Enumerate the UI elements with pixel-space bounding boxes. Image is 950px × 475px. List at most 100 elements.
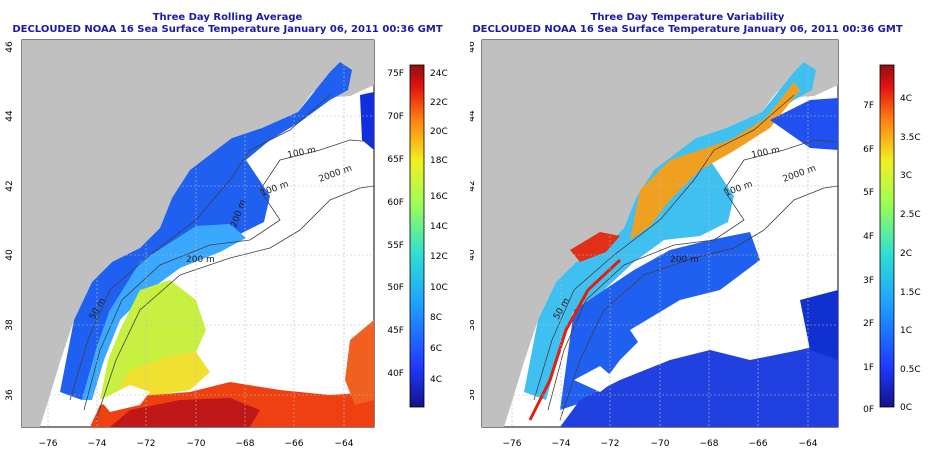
left-cb-c-5: 14C	[430, 222, 448, 232]
left-title-line1: Three Day Rolling Average	[152, 12, 303, 23]
right-colorbar	[879, 64, 895, 408]
left-contour-200m	[83, 139, 374, 411]
right-colorbar-c-labels: 4C 3.5C 3C 2.5C 2C 1.5C 1C 0.5C 0C	[900, 94, 921, 413]
right-gulf-maine	[770, 98, 838, 150]
right-xtick-4: −68	[700, 439, 719, 449]
right-cb-f-5: 2F	[863, 319, 874, 329]
left-gulf-stream-core	[110, 398, 260, 427]
left-cb-f-6: 45F	[387, 326, 404, 336]
left-xtick-6: −64	[335, 439, 354, 449]
right-cb-f-7: 0F	[863, 405, 874, 415]
right-cb-c-1: 3.5C	[900, 133, 921, 143]
right-contour-label-4: 200 m	[670, 255, 699, 265]
left-xtick-1: −74	[88, 439, 107, 449]
left-ytick-3: 42	[5, 180, 15, 191]
left-contour-label-5: 200 m	[186, 255, 215, 265]
left-cb-c-2: 20C	[430, 127, 448, 137]
right-contour-200m	[547, 139, 838, 411]
right-contour-2000m	[559, 185, 838, 421]
right-cb-c-4: 2C	[900, 249, 912, 259]
right-cb-c-5: 1.5C	[900, 288, 921, 298]
right-xtick-3: −70	[651, 439, 670, 449]
left-xtick-0: −76	[39, 439, 58, 449]
left-cb-c-6: 12C	[430, 252, 448, 262]
left-xtick-4: −68	[236, 439, 255, 449]
right-cb-f-3: 4F	[863, 232, 874, 242]
left-shelf-blue-light	[82, 224, 246, 400]
right-title-line1: Three Day Temperature Variability	[590, 12, 785, 23]
right-xtick-2: −72	[601, 439, 620, 449]
left-xtick-2: −72	[137, 439, 156, 449]
left-cb-c-1: 22C	[430, 98, 448, 108]
left-slope-water	[100, 280, 206, 400]
left-cb-c-9: 6C	[430, 344, 442, 354]
right-ytick-0: 36	[470, 389, 477, 401]
right-cb-c-8: 0C	[900, 403, 912, 413]
left-xtick-3: −70	[187, 439, 206, 449]
left-contour-2000m	[95, 185, 374, 421]
left-cb-f-0: 75F	[387, 69, 404, 79]
right-cb-c-6: 1C	[900, 326, 912, 336]
right-cb-f-0: 7F	[863, 101, 874, 111]
left-cb-f-5: 50F	[387, 283, 404, 293]
right-colorbar-f-labels: 7F 6F 5F 4F 3F 2F 1F 0F	[863, 101, 874, 415]
left-cb-c-4: 16C	[430, 192, 448, 202]
left-warm-patch-east	[345, 320, 374, 405]
right-offshore-blue	[560, 340, 838, 427]
right-ytick-1: 38	[470, 319, 477, 331]
right-cb-f-6: 1F	[863, 363, 874, 373]
left-graticule	[22, 40, 374, 427]
right-cb-f-2: 5F	[863, 188, 874, 198]
left-cb-c-10: 4C	[430, 375, 442, 385]
left-cloud-gap	[100, 385, 150, 412]
right-ytick-5: 46	[470, 41, 477, 53]
right-gulf-stream-edge	[528, 258, 622, 421]
left-colorbar-f-labels: 75F 70F 65F 60F 55F 50F 45F 40F	[387, 69, 404, 379]
right-graticule	[482, 40, 838, 427]
right-map: 100 m 100 m 2000 m 200 m 50 m −76 −74 −7…	[470, 39, 921, 449]
right-variability-high	[630, 82, 800, 240]
right-xtick-5: −66	[749, 439, 768, 449]
right-cb-c-3: 2.5C	[900, 210, 921, 220]
left-ytick-5: 46	[5, 41, 15, 53]
right-cloud-gap-2	[574, 366, 616, 392]
right-cloud-gap	[630, 300, 740, 360]
right-shelf-cyan	[524, 62, 816, 400]
right-cb-f-4: 3F	[863, 276, 874, 286]
left-ytick-1: 38	[5, 319, 15, 331]
right-cb-c-0: 4C	[900, 94, 912, 104]
left-colorbar	[409, 64, 425, 408]
left-ytick-0: 36	[5, 389, 15, 401]
left-cb-f-3: 60F	[387, 198, 404, 208]
left-map: 100 m 100 m 2000 m 200 m 200 m 50 m −76 …	[5, 39, 448, 449]
left-cb-f-7: 40F	[387, 369, 404, 379]
right-cb-f-1: 6F	[863, 145, 874, 155]
right-ytick-3: 42	[470, 180, 477, 191]
left-cb-f-1: 70F	[387, 112, 404, 122]
left-cb-c-3: 18C	[430, 156, 448, 166]
right-ytick-4: 44	[470, 110, 477, 122]
left-cb-c-0: 24C	[430, 69, 448, 79]
left-xtick-5: −66	[285, 439, 304, 449]
left-cb-c-7: 10C	[430, 283, 448, 293]
left-map-title: Three Day Rolling Average DECLOUDED NOAA…	[0, 12, 455, 36]
right-xtick-0: −76	[503, 439, 522, 449]
right-variability-red	[570, 232, 620, 262]
left-colorbar-c-labels: 24C 22C 20C 18C 16C 14C 12C 10C 8C 6C 4C	[430, 69, 448, 385]
left-ytick-2: 40	[5, 249, 15, 261]
left-gulf-maine-blue	[360, 92, 374, 150]
left-cb-f-2: 65F	[387, 155, 404, 165]
right-title-line2: DECLOUDED NOAA 16 Sea Surface Temperatur…	[472, 24, 903, 35]
right-map-title: Three Day Temperature Variability DECLOU…	[460, 12, 915, 36]
right-xtick-1: −74	[552, 439, 571, 449]
left-land	[22, 40, 360, 427]
left-cb-f-4: 55F	[387, 241, 404, 251]
right-xtick-6: −64	[799, 439, 818, 449]
left-ytick-4: 44	[5, 110, 15, 122]
right-cb-c-7: 0.5C	[900, 365, 921, 375]
left-cb-c-8: 8C	[430, 313, 442, 323]
left-title-line2: DECLOUDED NOAA 16 Sea Surface Temperatur…	[12, 24, 443, 35]
right-cb-c-2: 3C	[900, 171, 912, 181]
right-ytick-2: 40	[470, 249, 477, 261]
right-land	[482, 40, 824, 427]
